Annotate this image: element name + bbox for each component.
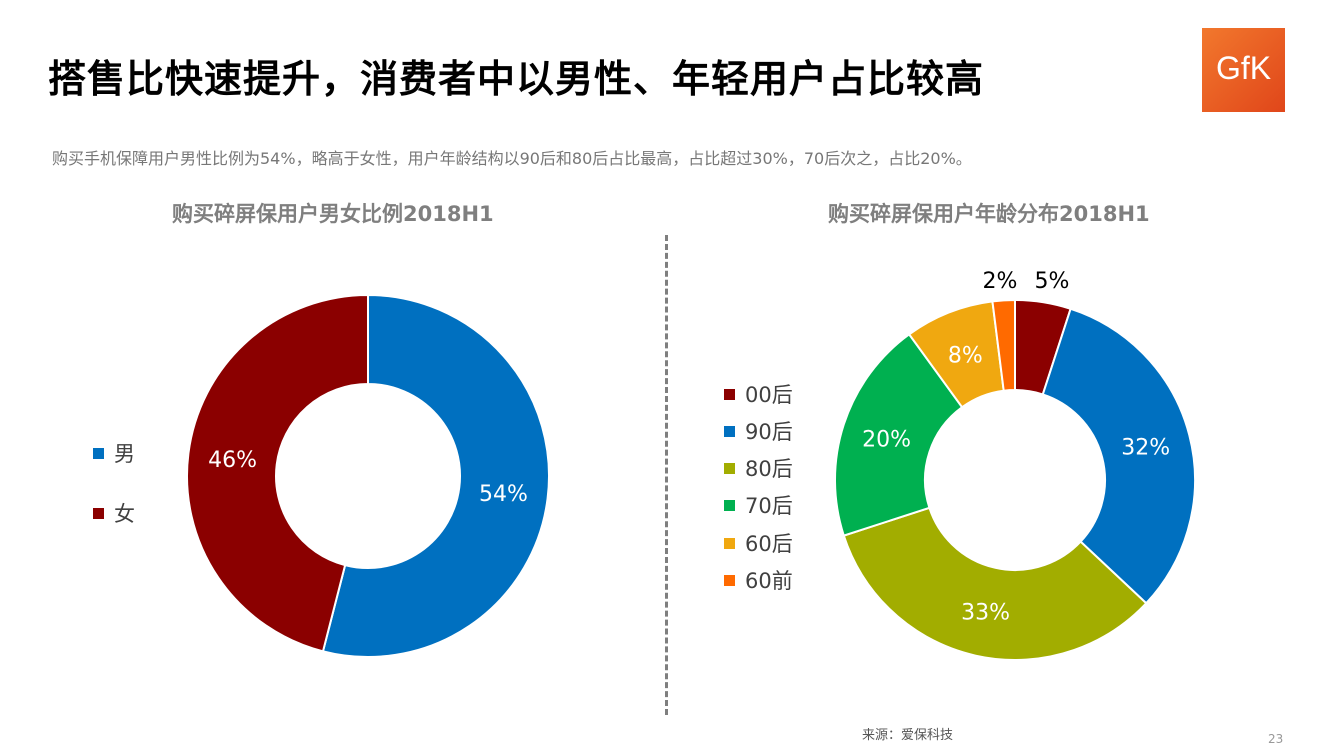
data-label: 5%: [1035, 269, 1070, 294]
legend-label: 00后: [745, 383, 793, 407]
data-label: 32%: [1121, 435, 1170, 460]
donut-slice-1-2: [842, 506, 1148, 661]
legend-item: 女: [93, 498, 135, 528]
legend-label: 男: [114, 442, 135, 466]
data-label: 2%: [983, 269, 1018, 294]
chart-title-gender: 购买碎屏保用户男女比例2018H1: [172, 202, 494, 226]
source-note: 来源：爱保科技: [862, 728, 954, 743]
data-label: 46%: [208, 448, 257, 473]
legend-item: 00后: [724, 379, 793, 409]
logo-text: GfK: [1215, 50, 1272, 86]
legend-item: 男: [93, 438, 135, 468]
legend-label: 80后: [745, 457, 793, 481]
legend-item: 60前: [724, 565, 793, 595]
legend-label: 60前: [745, 569, 793, 593]
legend-swatch: [724, 425, 735, 437]
donut-slice-1-3: [834, 332, 964, 537]
gfk-logo: GfK: [1202, 28, 1285, 112]
legend-label: 60后: [745, 532, 793, 556]
legend-swatch: [93, 447, 104, 459]
legend-item: 70后: [724, 490, 793, 520]
donut-slice-1-1: [1041, 307, 1196, 605]
data-label: 33%: [961, 601, 1010, 626]
page-number: 23: [1268, 732, 1284, 746]
legend-swatch: [724, 462, 735, 474]
legend-item: 60后: [724, 528, 793, 558]
legend-item: 90后: [724, 416, 793, 446]
subtitle: 购买手机保障用户男性比例为54%，略高于女性，用户年龄结构以90后和80后占比最…: [52, 149, 972, 168]
legend-item: 80后: [724, 453, 793, 483]
data-label: 8%: [948, 343, 983, 368]
data-label: 54%: [479, 482, 528, 507]
legend-label: 70后: [745, 494, 793, 518]
donut-slice-0-1: [186, 293, 369, 653]
donut-slice-1-5: [991, 298, 1016, 392]
page-title: 搭售比快速提升，消费者中以男性、年轻用户占比较高: [48, 57, 985, 101]
legend-swatch: [724, 499, 735, 511]
legend-label: 女: [114, 502, 135, 526]
chart-title-age: 购买碎屏保用户年龄分布2018H1: [828, 202, 1150, 226]
data-label: 20%: [862, 427, 911, 452]
donut-slice-0-0: [321, 293, 550, 658]
legend-swatch: [93, 507, 104, 519]
legend-label: 90后: [745, 420, 793, 444]
legend-swatch: [724, 574, 735, 586]
divider: [665, 235, 668, 715]
legend-swatch: [724, 537, 735, 549]
legend-swatch: [724, 388, 735, 400]
